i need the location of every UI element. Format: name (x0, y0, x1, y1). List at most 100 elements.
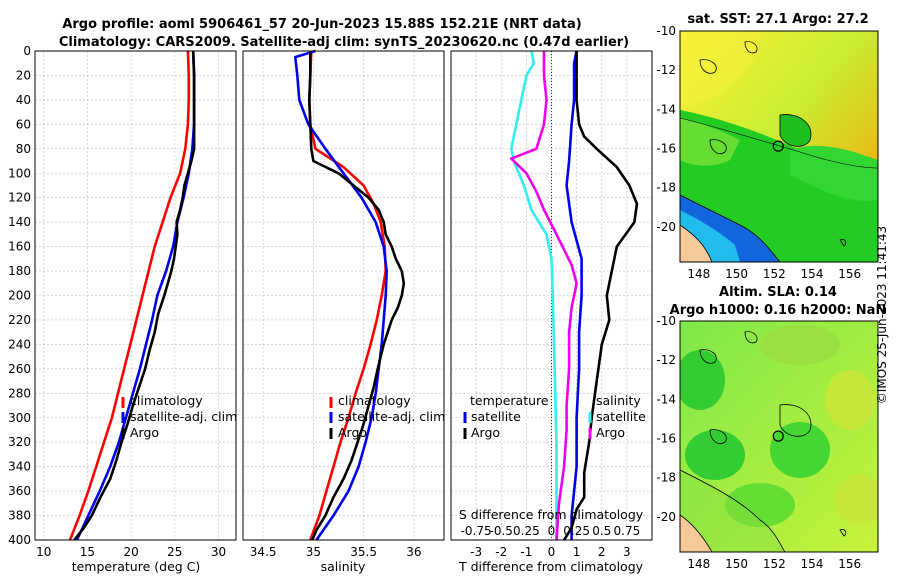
y-tick-label: 60 (16, 117, 31, 131)
x-tick-label: 35.5 (350, 545, 377, 559)
map-y-tick-label: -18 (656, 181, 676, 195)
y-tick-label: 280 (8, 386, 31, 400)
difference-x-label: T difference from climatology (458, 559, 644, 574)
map-x-tick-label: 152 (763, 267, 786, 281)
x-tick-label: 0 (548, 545, 556, 559)
y-tick-label: 200 (8, 289, 31, 303)
x-tick-label: 34.5 (250, 545, 277, 559)
map-x-tick-label: 156 (838, 557, 861, 571)
sst-map-frame (679, 30, 879, 263)
title-line-1: Argo profile: aoml 5906461_57 20-Jun-202… (62, 17, 581, 32)
difference-s-tick-labels: -0.75-0.5 0.25 0 0.25 0.5 0.75 (461, 524, 641, 538)
y-tick-label: 160 (8, 240, 31, 254)
legend-label-argo: Argo (130, 425, 159, 440)
temperature-x-label: temperature (deg C) (72, 559, 201, 574)
x-tick-label: 36 (406, 545, 421, 559)
salinity-series-lines (294, 49, 406, 541)
y-tick-label: 140 (8, 215, 31, 229)
map-x-tick-label: 148 (687, 557, 710, 571)
difference-top-label: S difference from climatology (459, 507, 644, 522)
series-line-s-satellite (510, 50, 558, 540)
legend-label-climatology: climatology (338, 393, 411, 408)
y-tick-label: 360 (8, 484, 31, 498)
legend-title-salinity: salinity (596, 393, 641, 408)
x-tick-label: -2 (495, 545, 507, 559)
map-y-tick-label: -16 (656, 431, 676, 445)
x-tick-label: 10 (36, 545, 51, 559)
map-y-tick-label: -14 (656, 392, 676, 406)
argo-location-marker (772, 430, 784, 442)
map-y-tick-label: -16 (656, 141, 676, 155)
series-line-s-argo (510, 51, 578, 541)
s-tick-label: 0.75 (614, 524, 641, 538)
temperature-series-lines (68, 50, 196, 541)
difference-series-lines (510, 50, 639, 541)
s-tick-label: -0.5 (490, 524, 513, 538)
x-tick-label: 35 (306, 545, 321, 559)
x-tick-label: -3 (470, 545, 482, 559)
y-tick-label: 320 (8, 435, 31, 449)
y-tick-label: 40 (16, 93, 31, 107)
map-y-tick-label: -20 (656, 220, 676, 234)
x-tick-label: 15 (80, 545, 95, 559)
sst-map-field (680, 31, 878, 262)
map-y-tick-label: -12 (656, 63, 676, 77)
difference-panel: -3 -2 -1 0 1 2 3 T difference from climatology… (450, 50, 653, 574)
temperature-panel: 0 20 40 60 80 100 120 140 160 180 200 220 240 260 280 3… (8, 44, 237, 574)
map-y-tick-label: -20 (656, 510, 676, 524)
sla-map-title-1: Altim. SLA: 0.14 (719, 285, 837, 300)
map-y-tick-label: -12 (656, 353, 676, 367)
difference-legend-salinity: salinity satellite Argo (588, 393, 646, 440)
salinity-grid (243, 50, 444, 541)
sla-map-panel: Altim. SLA: 0.14 Argo h1000: 0.16 h2000:… (656, 285, 886, 571)
map-y-tick-label: -10 (656, 24, 676, 38)
x-tick-label: 20 (123, 545, 138, 559)
difference-axes-frame (450, 50, 653, 541)
series-line-climatology (308, 50, 387, 541)
timestamp-credit: ©IMOS 25-Jun-2023 11:41:43 (875, 225, 889, 405)
x-tick-label: 2 (598, 545, 606, 559)
y-tick-label: 300 (8, 411, 31, 425)
y-tick-label: 80 (16, 142, 31, 156)
sst-map-panel: sat. SST: 27.1 Argo: 27.2 148 150 152 154 15… (656, 12, 879, 281)
sla-map-title-2: Argo h1000: 0.16 h2000: NaN (670, 303, 887, 318)
series-line-argo (73, 50, 196, 541)
x-tick-label: -1 (520, 545, 532, 559)
x-tick-label: 1 (573, 545, 581, 559)
legend-title-temperature: temperature (470, 393, 549, 408)
x-tick-label: 3 (623, 545, 631, 559)
s-tick-label: 0 (548, 524, 556, 538)
argo-location-marker (772, 140, 784, 152)
s-tick-label: 0.25 (513, 524, 540, 538)
y-tick-label: 180 (8, 264, 31, 278)
salinity-panel: 34.5 35 35.5 36 salinity climatology satell… (242, 49, 445, 574)
legend-label-argo: Argo (338, 425, 367, 440)
map-x-tick-label: 150 (725, 267, 748, 281)
y-tick-label: 380 (8, 509, 31, 523)
legend-label-s-argo: Argo (596, 425, 625, 440)
legend-label-satellite: satellite-adj. clim (338, 409, 445, 424)
legend-label-t-argo: Argo (471, 425, 500, 440)
title-line-2: Climatology: CARS2009. Satellite-adj cli… (59, 35, 629, 50)
y-tick-label: 340 (8, 460, 31, 474)
y-tick-label: 240 (8, 337, 31, 351)
sla-map-field (680, 321, 878, 552)
sst-map-title: sat. SST: 27.1 Argo: 27.2 (687, 12, 868, 27)
y-tick-label: 120 (8, 191, 31, 205)
x-tick-label: 25 (167, 545, 182, 559)
s-tick-label: 0.25 (563, 524, 590, 538)
legend-label-satellite: satellite-adj. clim (130, 409, 237, 424)
y-tick-label: 220 (8, 313, 31, 327)
temperature-tick-labels: 0 20 40 60 80 100 120 140 160 180 200 220 240 260 280 3… (8, 44, 226, 559)
difference-tick-labels: -3 -2 -1 0 1 2 3 (470, 545, 631, 559)
temperature-axes-frame (34, 50, 237, 541)
y-tick-label: 260 (8, 362, 31, 376)
map-x-tick-label: 156 (838, 267, 861, 281)
temperature-grid (35, 50, 236, 541)
y-tick-label: 0 (23, 44, 31, 58)
series-line-climatology (68, 50, 191, 541)
y-tick-label: 20 (16, 68, 31, 82)
sst-map-tick-labels: 148 150 152 154 156 -10 -12 -14 -16 -18 -20 (656, 24, 861, 281)
series-line-satellite-adj-clim (294, 49, 388, 541)
